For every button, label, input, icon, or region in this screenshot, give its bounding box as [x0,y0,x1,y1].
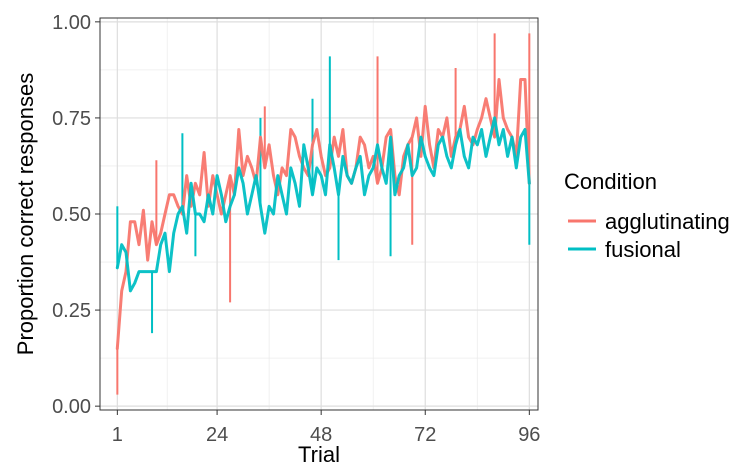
x-tick-label: 1 [112,424,123,446]
legend-label-agglutinating: agglutinating [605,209,730,234]
y-axis-title: Proportion correct responses [13,73,38,355]
x-tick-label: 24 [206,424,228,446]
y-tick-label: 0.50 [52,204,91,226]
legend: Condition agglutinating fusional [564,169,730,262]
legend-title: Condition [564,169,657,194]
x-axis-title: Trial [298,442,340,467]
y-tick-label: 1.00 [52,12,91,34]
series-line-agglutinating [115,78,531,350]
y-axis: 0.00 0.25 0.50 0.75 1.00 [52,12,100,418]
x-tick-label: 72 [414,424,436,446]
x-axis: 1 24 48 72 96 [112,410,540,446]
y-tick-label: 0.75 [52,108,91,130]
legend-label-fusional: fusional [605,237,681,262]
y-tick-label: 0.25 [52,300,91,322]
series-layer [115,33,531,395]
x-tick-label: 96 [518,424,540,446]
x-tick-label: 48 [310,424,332,446]
series-line-fusional [115,116,531,293]
y-tick-label: 0.00 [52,396,91,418]
